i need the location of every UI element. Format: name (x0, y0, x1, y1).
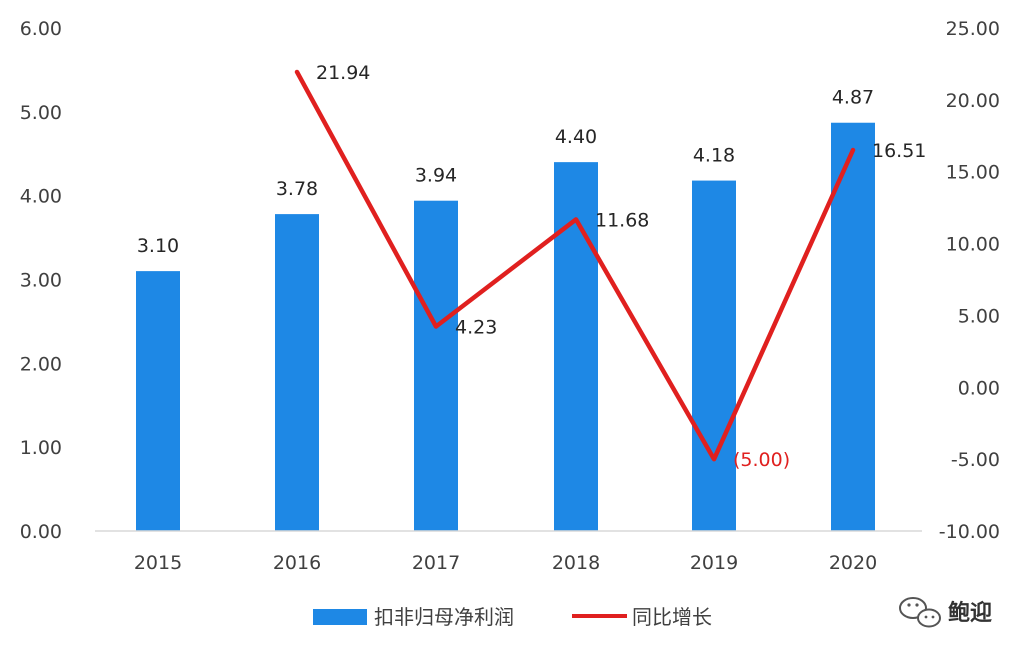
growth-line (294, 69, 856, 462)
growth-value-label: 11.68 (595, 209, 649, 231)
growth-value-label: 16.51 (872, 140, 926, 162)
right-tick-label: 15.00 (946, 162, 1000, 184)
bar (692, 180, 736, 531)
growth-value-labels: 21.94 4.23 11.68 (5.00) 16.51 (316, 62, 926, 471)
x-tick-label: 2018 (552, 552, 600, 574)
left-tick-label: 3.00 (20, 270, 62, 292)
legend-line-label: 同比增长 (632, 605, 712, 629)
watermark-text: 鲍迎 (948, 600, 992, 626)
bar-value-label: 3.94 (415, 165, 457, 187)
bars-group (136, 122, 875, 532)
bar (831, 122, 875, 532)
left-tick-label: 6.00 (20, 18, 62, 40)
left-tick-label: 1.00 (20, 437, 62, 459)
x-tick-label: 2020 (829, 552, 877, 574)
wechat-icon (899, 597, 941, 628)
bar (275, 214, 319, 532)
left-tick-label: 0.00 (20, 521, 62, 543)
legend-bar-label: 扣非归母净利润 (374, 605, 514, 629)
bar-value-label: 3.10 (137, 235, 179, 257)
growth-line-group (294, 69, 856, 462)
legend-bar-swatch (313, 609, 367, 625)
left-tick-label: 2.00 (20, 353, 62, 375)
x-axis-ticks: 2015 2016 2017 2018 2019 2020 (134, 552, 877, 574)
x-tick-label: 2015 (134, 552, 182, 574)
left-axis-ticks: 0.00 1.00 2.00 3.00 4.00 5.00 6.00 (20, 18, 62, 543)
bar-value-label: 4.40 (555, 126, 597, 148)
x-tick-label: 2019 (690, 552, 738, 574)
right-tick-label: 25.00 (946, 18, 1000, 40)
growth-value-label: 21.94 (316, 62, 370, 84)
bar (136, 271, 180, 531)
growth-value-label: 4.23 (455, 316, 497, 338)
bar-value-label: 4.18 (693, 145, 735, 167)
right-tick-label: 10.00 (946, 234, 1000, 256)
right-axis-ticks: -10.00 -5.00 0.00 5.00 10.00 15.00 20.00 25.00 (939, 18, 1000, 543)
x-tick-label: 2016 (273, 552, 321, 574)
right-tick-label: -5.00 (951, 449, 1000, 471)
right-tick-label: 5.00 (958, 305, 1000, 327)
right-tick-label: 0.00 (958, 377, 1000, 399)
x-tick-label: 2017 (412, 552, 460, 574)
bar-value-labels: 3.10 3.78 3.94 4.40 4.18 4.87 (137, 87, 874, 257)
right-tick-label: -10.00 (939, 521, 1000, 543)
bar-value-label: 3.78 (276, 178, 318, 200)
bar-value-label: 4.87 (832, 87, 874, 109)
left-tick-label: 4.00 (20, 186, 62, 208)
bar (414, 200, 458, 532)
watermark: 鲍迎 (899, 597, 992, 628)
growth-value-label: (5.00) (733, 449, 790, 471)
right-tick-label: 20.00 (946, 90, 1000, 112)
legend: 扣非归母净利润 同比增长 (313, 605, 712, 629)
left-tick-label: 5.00 (20, 102, 62, 124)
